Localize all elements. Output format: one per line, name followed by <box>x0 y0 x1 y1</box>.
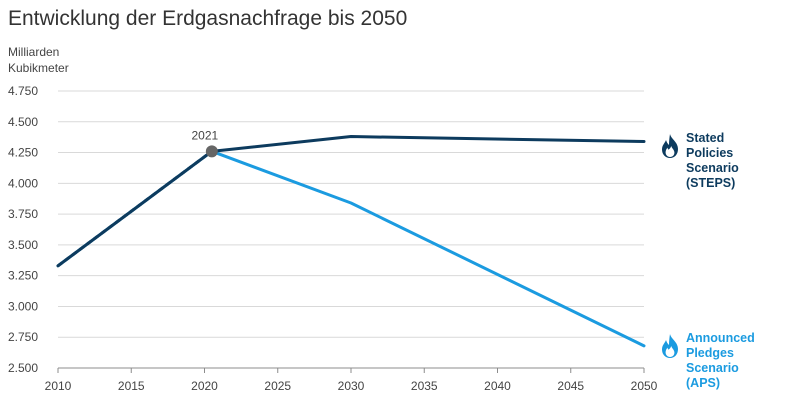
legend-steps: Stated Policies Scenario (STEPS) <box>660 131 780 191</box>
x-tick-label: 2035 <box>411 379 438 393</box>
legend-aps-line-1: Announced <box>686 331 755 345</box>
y-tick-label: 2.500 <box>8 361 38 375</box>
historical-dashed-line <box>57 150 213 268</box>
y-tick-label: 3.250 <box>8 269 38 283</box>
annotation-label: 2021 <box>191 128 218 142</box>
y-axis-label-line-2: Kubikmeter <box>8 61 69 75</box>
x-tick-label: 2040 <box>484 379 511 393</box>
legend-aps-line-3: (APS) <box>686 376 721 390</box>
x-tick-label: 2045 <box>557 379 584 393</box>
legend-steps-line-2: Policies Scenario <box>686 146 739 175</box>
y-tick-label: 3.000 <box>8 299 38 313</box>
x-tick-label: 2010 <box>45 379 72 393</box>
x-tick-label: 2015 <box>118 379 145 393</box>
y-tick-label: 4.250 <box>8 146 38 160</box>
flame-icon <box>662 134 678 158</box>
y-tick-label: 3.500 <box>8 238 38 252</box>
y-tick-label: 3.750 <box>8 207 38 221</box>
legend-aps-line-2: Pledges Scenario <box>686 346 739 375</box>
y-tick-label: 4.500 <box>8 115 38 129</box>
legend-steps-line-1: Stated <box>686 131 725 145</box>
marker-2021 <box>205 145 218 158</box>
x-tick-label: 2030 <box>338 379 365 393</box>
x-tick-label: 2025 <box>264 379 291 393</box>
series-line-steps <box>56 135 646 268</box>
y-tick-label: 4.750 <box>8 84 38 98</box>
y-axis-label-line-1: Milliarden <box>8 45 60 59</box>
chart-title: Entwicklung der Erdgasnachfrage bis 2050 <box>8 7 408 30</box>
x-tick-label: 2020 <box>191 379 218 393</box>
legend-aps: Announced Pledges Scenario (APS) <box>660 331 780 391</box>
y-tick-label: 2.750 <box>8 330 38 344</box>
y-axis-label: Milliarden Kubikmeter <box>8 44 69 76</box>
flame-icon <box>662 334 678 358</box>
x-tick-label: 2050 <box>631 379 658 393</box>
series-line-aps <box>56 149 646 348</box>
legend-steps-line-3: (STEPS) <box>686 176 736 190</box>
y-tick-label: 4.000 <box>8 176 38 190</box>
